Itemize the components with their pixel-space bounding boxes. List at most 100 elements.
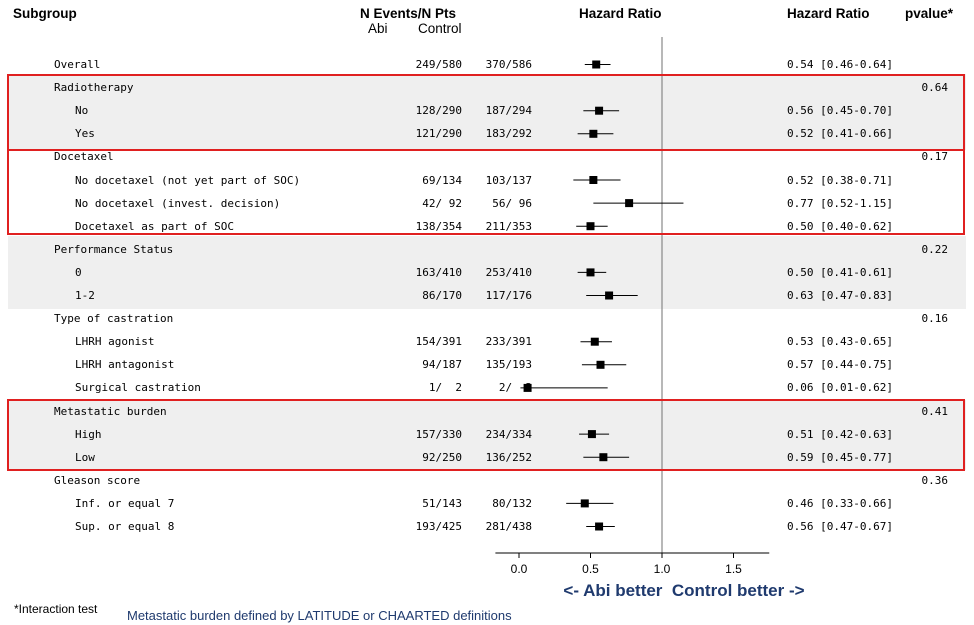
abi-events: 121/290 bbox=[415, 127, 462, 141]
table-row: Gleason score 0.36 bbox=[0, 469, 974, 492]
control-events: 136/252 bbox=[485, 450, 532, 464]
highlight-box-docetaxel bbox=[7, 149, 965, 235]
x-tick-label: 1.5 bbox=[725, 562, 742, 576]
row-label: Performance Status bbox=[54, 242, 174, 256]
control-events: 56/ 96 bbox=[492, 196, 532, 210]
table-row: Overall 249/580 370/586 0.54 [0.46-0.64] bbox=[0, 53, 974, 76]
header-abi: Abi bbox=[368, 21, 388, 36]
pvalue-value: 0.22 bbox=[921, 242, 949, 256]
hr-point bbox=[586, 268, 595, 277]
row-label: Gleason score bbox=[54, 473, 141, 487]
control-events: 211/353 bbox=[485, 219, 532, 233]
hr-point bbox=[580, 499, 589, 508]
row-label: Metastatic burden bbox=[54, 404, 167, 418]
table-row: No docetaxel (invest. decision) 42/ 92 56/… bbox=[0, 192, 974, 215]
table-row: Inf. or equal 7 51/143 80/132 0.46 [0.33-0.… bbox=[0, 492, 974, 515]
control-events: 281/438 bbox=[485, 520, 532, 533]
x-tick-label: 0.0 bbox=[511, 562, 528, 576]
x-tick-label: 0.5 bbox=[582, 562, 599, 576]
row-label: Inf. or equal 7 bbox=[75, 496, 175, 510]
table-row: Surgical castration 1/ 2 2/ 2 0.06 [0.01-0.… bbox=[0, 376, 974, 399]
control-events: 370/586 bbox=[485, 58, 532, 71]
pvalue-value: 0.17 bbox=[921, 150, 949, 164]
hr-point bbox=[523, 383, 532, 392]
row-label: Sup. or equal 8 bbox=[75, 520, 175, 533]
control-events: 187/294 bbox=[485, 104, 532, 118]
table-row: 0 163/410 253/410 0.50 [0.41-0.61] bbox=[0, 261, 974, 284]
table-row: Low 92/250 136/252 0.59 [0.45-0.77] bbox=[0, 446, 974, 469]
hr-point bbox=[595, 522, 604, 531]
hr-point bbox=[590, 337, 599, 346]
row-label: 0 bbox=[75, 265, 82, 279]
band-metastatic-burden bbox=[8, 400, 966, 470]
hazard-ratio-value: 0.77 [0.52-1.15] bbox=[787, 196, 893, 210]
header-subgroup: Subgroup bbox=[13, 6, 77, 21]
highlight-box-metastatic-burden bbox=[7, 399, 965, 471]
table-row: Yes 121/290 183/292 0.52 [0.41-0.66] bbox=[0, 122, 974, 145]
hr-point bbox=[587, 430, 596, 439]
hazard-ratio-value: 0.53 [0.43-0.65] bbox=[787, 335, 893, 349]
control-events: 233/391 bbox=[485, 335, 532, 349]
table-row: Type of castration 0.16 bbox=[0, 307, 974, 330]
hazard-ratio-value: 0.52 [0.38-0.71] bbox=[787, 173, 893, 187]
row-label: Docetaxel as part of SOC bbox=[75, 219, 234, 233]
header-pvalue: pvalue* bbox=[905, 6, 954, 21]
hr-point bbox=[586, 222, 595, 231]
table-row: Metastatic burden 0.41 bbox=[0, 400, 974, 423]
row-label: Radiotherapy bbox=[54, 81, 134, 95]
row-label: LHRH agonist bbox=[75, 335, 155, 349]
control-events: 80/132 bbox=[492, 496, 532, 510]
control-events: 253/410 bbox=[485, 265, 532, 279]
hr-point bbox=[595, 106, 604, 115]
control-events: 103/137 bbox=[485, 173, 532, 187]
highlight-box-radiotherapy bbox=[7, 74, 965, 151]
header-control: Control bbox=[418, 21, 462, 36]
header-hazard-ratio-plot: Hazard Ratio bbox=[579, 6, 662, 21]
hazard-ratio-value: 0.56 [0.47-0.67] bbox=[787, 520, 893, 533]
band-performance-status bbox=[8, 236, 966, 309]
row-label: No docetaxel (not yet part of SOC) bbox=[75, 173, 301, 187]
pvalue-value: 0.41 bbox=[921, 404, 949, 418]
definition-footnote: Metastatic burden defined by LATITUDE or… bbox=[127, 608, 512, 623]
abi-events: 193/425 bbox=[415, 520, 462, 533]
direction-label: <- Abi better Control better -> bbox=[563, 581, 805, 600]
abi-events: 154/391 bbox=[415, 335, 462, 349]
header-n-events: N Events/N Pts bbox=[360, 6, 457, 21]
hr-point bbox=[599, 453, 608, 462]
hazard-ratio-value: 0.50 [0.40-0.62] bbox=[787, 219, 893, 233]
abi-events: 157/330 bbox=[415, 427, 462, 441]
row-label: 1-2 bbox=[75, 289, 95, 302]
band-radiotherapy bbox=[8, 74, 966, 150]
abi-events: 249/580 bbox=[415, 58, 462, 71]
hazard-ratio-value: 0.51 [0.42-0.63] bbox=[787, 427, 893, 441]
interaction-footnote: *Interaction test bbox=[14, 602, 98, 616]
abi-events: 69/134 bbox=[422, 173, 462, 187]
table-row: High 157/330 234/334 0.51 [0.42-0.63] bbox=[0, 423, 974, 446]
abi-events: 1/ 2 bbox=[428, 381, 462, 395]
hazard-ratio-value: 0.50 [0.41-0.61] bbox=[787, 265, 893, 279]
hr-point bbox=[589, 129, 598, 138]
hazard-ratio-value: 0.63 [0.47-0.83] bbox=[787, 289, 893, 302]
row-label: Low bbox=[75, 450, 95, 464]
abi-events: 42/ 92 bbox=[422, 196, 462, 210]
row-label: No docetaxel (invest. decision) bbox=[75, 196, 281, 210]
x-tick-label: 1.0 bbox=[654, 562, 671, 576]
control-events: 234/334 bbox=[485, 427, 532, 441]
row-label: Overall bbox=[54, 58, 101, 71]
table-row: Docetaxel as part of SOC 138/354 211/353 0.… bbox=[0, 215, 974, 238]
abi-events: 128/290 bbox=[415, 104, 462, 118]
hazard-ratio-value: 0.59 [0.45-0.77] bbox=[787, 450, 893, 464]
abi-events: 51/143 bbox=[422, 496, 462, 510]
hazard-ratio-value: 0.57 [0.44-0.75] bbox=[787, 358, 893, 372]
hazard-ratio-value: 0.54 [0.46-0.64] bbox=[787, 58, 893, 71]
table-row: LHRH antagonist 94/187 135/193 0.57 [0.44-0… bbox=[0, 353, 974, 376]
pvalue-value: 0.64 bbox=[921, 81, 949, 95]
abi-events: 94/187 bbox=[422, 358, 462, 372]
row-label: Docetaxel bbox=[54, 150, 114, 164]
table-row: Performance Status 0.22 bbox=[0, 238, 974, 261]
abi-events: 92/250 bbox=[422, 450, 462, 464]
control-events: 117/176 bbox=[485, 289, 532, 302]
hr-point bbox=[592, 60, 601, 69]
row-label: No bbox=[75, 104, 89, 118]
row-label: Surgical castration bbox=[75, 381, 201, 395]
